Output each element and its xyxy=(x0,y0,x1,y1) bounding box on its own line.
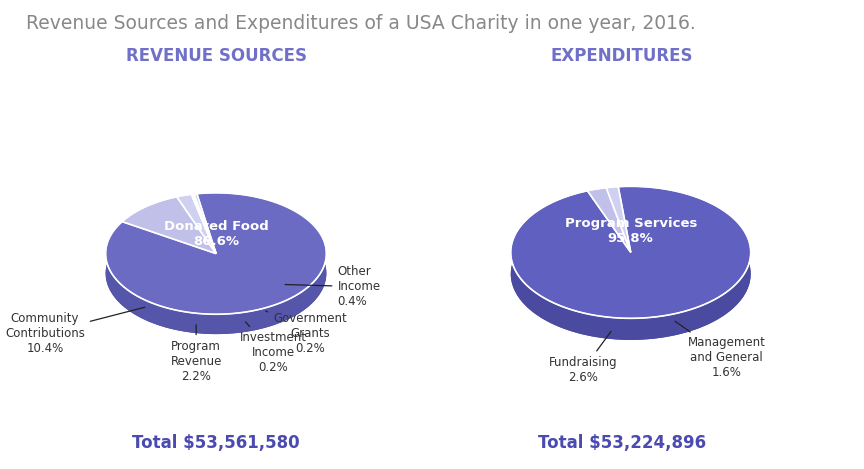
Text: Community
Contributions
10.4%: Community Contributions 10.4% xyxy=(5,307,145,355)
Text: REVENUE SOURCES: REVENUE SOURCES xyxy=(125,47,307,65)
Polygon shape xyxy=(122,197,177,242)
Text: Total $53,224,896: Total $53,224,896 xyxy=(538,434,706,452)
Polygon shape xyxy=(588,188,631,252)
Text: Fundraising
2.6%: Fundraising 2.6% xyxy=(549,332,617,384)
Polygon shape xyxy=(105,193,327,334)
Polygon shape xyxy=(177,194,216,254)
Polygon shape xyxy=(511,186,751,318)
Text: Program
Revenue
2.2%: Program Revenue 2.2% xyxy=(170,325,222,383)
Polygon shape xyxy=(194,194,216,254)
Polygon shape xyxy=(192,194,216,254)
Text: Management
and General
1.6%: Management and General 1.6% xyxy=(675,321,766,379)
Text: Total $53,561,580: Total $53,561,580 xyxy=(132,434,300,452)
Text: EXPENDITURES: EXPENDITURES xyxy=(551,47,693,65)
Polygon shape xyxy=(193,194,194,214)
Text: Other
Income
0.4%: Other Income 0.4% xyxy=(285,265,380,308)
Polygon shape xyxy=(105,212,327,334)
Polygon shape xyxy=(105,193,327,314)
Text: Program Services
95.8%: Program Services 95.8% xyxy=(564,217,697,245)
Polygon shape xyxy=(511,208,751,340)
Polygon shape xyxy=(122,197,216,254)
Polygon shape xyxy=(607,187,618,209)
Text: Revenue Sources and Expenditures of a USA Charity in one year, 2016.: Revenue Sources and Expenditures of a US… xyxy=(26,14,696,33)
Polygon shape xyxy=(193,194,216,254)
Polygon shape xyxy=(607,187,631,252)
Text: Government
Grants
0.2%: Government Grants 0.2% xyxy=(266,311,346,355)
Polygon shape xyxy=(177,194,192,217)
Polygon shape xyxy=(192,194,193,214)
Polygon shape xyxy=(588,188,607,212)
Polygon shape xyxy=(194,194,197,214)
Text: Donated Food
86.6%: Donated Food 86.6% xyxy=(163,219,269,248)
Text: Investment
Income
0.2%: Investment Income 0.2% xyxy=(240,322,307,374)
Polygon shape xyxy=(511,186,751,340)
